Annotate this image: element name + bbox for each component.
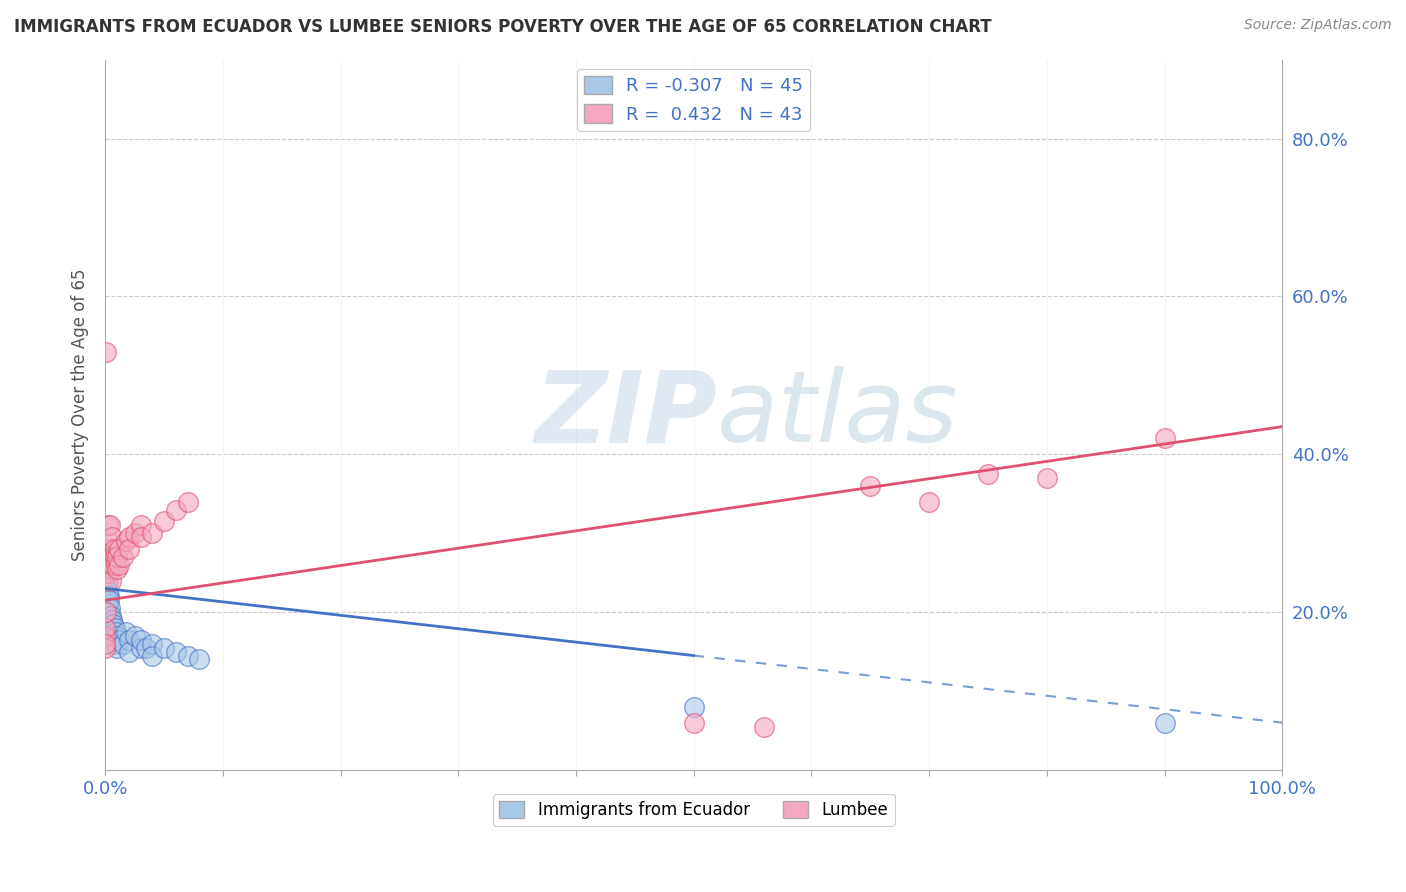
Point: [100, 609, 122, 624]
Point: [97, 574, 120, 588]
Point: [1153, 432, 1175, 446]
Point: [176, 494, 198, 508]
Point: [165, 502, 187, 516]
Point: [176, 648, 198, 663]
Point: [98, 601, 121, 615]
Point: [96, 590, 118, 604]
Point: [104, 541, 127, 556]
Point: [101, 613, 124, 627]
Point: [100, 562, 122, 576]
Text: ZIP: ZIP: [534, 367, 717, 463]
Point: [118, 541, 141, 556]
Point: [188, 652, 211, 666]
Point: [124, 629, 146, 643]
Point: [129, 640, 152, 655]
Point: [111, 637, 134, 651]
Point: [97, 593, 120, 607]
Y-axis label: Seniors Poverty Over the Age of 65: Seniors Poverty Over the Age of 65: [72, 268, 89, 561]
Point: [108, 632, 131, 647]
Point: [96, 609, 118, 624]
Point: [101, 629, 124, 643]
Point: [1036, 471, 1059, 485]
Point: [101, 549, 124, 564]
Point: [97, 590, 120, 604]
Point: [977, 467, 1000, 481]
Point: [94, 585, 117, 599]
Point: [96, 605, 118, 619]
Point: [97, 585, 120, 599]
Point: [859, 479, 882, 493]
Point: [94, 629, 117, 643]
Point: [98, 518, 121, 533]
Point: [105, 562, 128, 576]
Point: [100, 624, 122, 639]
Point: [918, 494, 941, 508]
Point: [141, 526, 163, 541]
Point: [104, 624, 127, 639]
Point: [108, 541, 131, 556]
Point: [141, 637, 163, 651]
Point: [118, 644, 141, 658]
Point: [118, 530, 141, 544]
Legend: Immigrants from Ecuador, Lumbee: Immigrants from Ecuador, Lumbee: [492, 794, 894, 826]
Point: [105, 629, 128, 643]
Point: [97, 534, 120, 549]
Point: [98, 549, 121, 564]
Point: [97, 541, 120, 556]
Point: [97, 597, 120, 611]
Point: [96, 577, 118, 591]
Point: [115, 534, 138, 549]
Point: [129, 632, 152, 647]
Point: [153, 640, 176, 655]
Point: [118, 632, 141, 647]
Point: [104, 637, 127, 651]
Point: [153, 514, 176, 528]
Text: Source: ZipAtlas.com: Source: ZipAtlas.com: [1244, 18, 1392, 32]
Point: [104, 549, 127, 564]
Point: [111, 549, 134, 564]
Point: [141, 648, 163, 663]
Point: [96, 605, 118, 619]
Point: [100, 574, 122, 588]
Point: [103, 558, 125, 572]
Point: [94, 637, 117, 651]
Point: [105, 640, 128, 655]
Point: [115, 624, 138, 639]
Point: [94, 621, 117, 635]
Point: [97, 605, 120, 619]
Text: IMMIGRANTS FROM ECUADOR VS LUMBEE SENIORS POVERTY OVER THE AGE OF 65 CORRELATION: IMMIGRANTS FROM ECUADOR VS LUMBEE SENIOR…: [14, 18, 991, 36]
Text: atlas: atlas: [717, 367, 959, 463]
Point: [135, 640, 157, 655]
Point: [96, 593, 118, 607]
Point: [105, 549, 128, 564]
Point: [682, 699, 704, 714]
Point: [1153, 715, 1175, 730]
Point: [101, 530, 124, 544]
Point: [682, 715, 704, 730]
Point: [129, 518, 152, 533]
Point: [108, 558, 131, 572]
Point: [165, 644, 187, 658]
Point: [98, 617, 121, 632]
Point: [103, 617, 125, 632]
Point: [94, 597, 117, 611]
Point: [97, 518, 120, 533]
Point: [97, 566, 120, 580]
Point: [754, 720, 776, 734]
Point: [94, 593, 117, 607]
Point: [129, 530, 152, 544]
Point: [94, 640, 117, 655]
Point: [124, 526, 146, 541]
Point: [96, 344, 118, 359]
Point: [94, 582, 117, 596]
Point: [104, 558, 127, 572]
Point: [104, 621, 127, 635]
Point: [94, 590, 117, 604]
Point: [97, 558, 120, 572]
